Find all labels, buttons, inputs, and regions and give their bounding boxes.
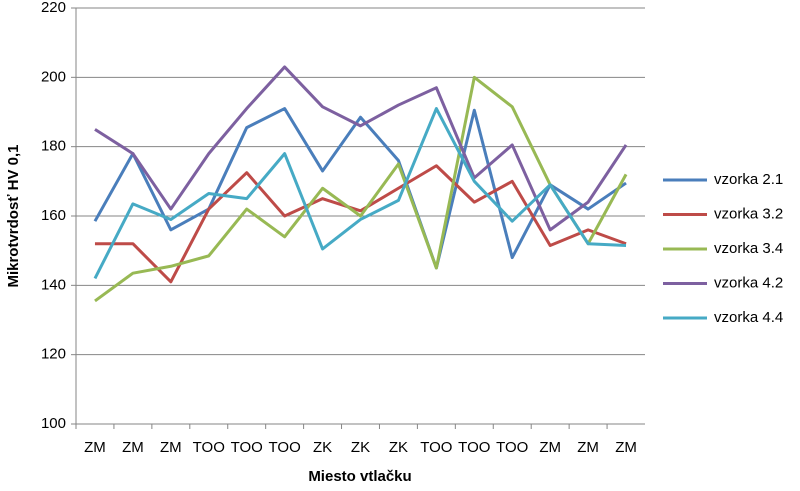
legend-label: vzorka 4.2 <box>714 274 783 291</box>
legend-label: vzorka 3.2 <box>714 205 783 222</box>
series-line <box>93 107 627 270</box>
y-tick-label: 200 <box>41 68 66 85</box>
y-tick-label: 180 <box>41 138 66 155</box>
legend-label: vzorka 4.4 <box>714 309 783 326</box>
x-tick-label: ZM <box>577 439 599 456</box>
series-line <box>94 164 627 284</box>
x-tick-label: ZM <box>84 439 106 456</box>
y-tick-label: 140 <box>41 276 66 293</box>
legend-label: vzorka 3.4 <box>714 240 783 257</box>
y-tick-label: 120 <box>41 346 66 363</box>
legend-label: vzorka 2.1 <box>714 171 783 188</box>
x-tick-label: ZM <box>615 439 637 456</box>
y-tick-label: 220 <box>41 0 66 16</box>
x-tick-label: TOO <box>269 439 301 456</box>
x-tick-label: TOO <box>193 439 225 456</box>
x-tick-label: ZM <box>539 439 561 456</box>
series-line <box>94 75 628 303</box>
series-line <box>94 65 628 232</box>
x-tick-label: TOO <box>231 439 263 456</box>
x-tick-label: ZM <box>160 439 182 456</box>
x-axis-title: Miesto vtlačku <box>308 468 411 485</box>
x-tick-label: ZK <box>389 439 408 456</box>
y-tick-label: 100 <box>41 415 66 432</box>
x-tick-label: ZM <box>122 439 144 456</box>
y-tick-label: 160 <box>41 207 66 224</box>
x-tick-label: TOO <box>458 439 490 456</box>
x-tick-label: TOO <box>496 439 528 456</box>
x-tick-label: TOO <box>420 439 452 456</box>
x-tick-label: ZK <box>351 439 370 456</box>
series-line <box>93 107 627 280</box>
x-tick-label: ZK <box>313 439 332 456</box>
y-axis-title: Mikrotvrdosť HV 0,1 <box>5 144 22 287</box>
